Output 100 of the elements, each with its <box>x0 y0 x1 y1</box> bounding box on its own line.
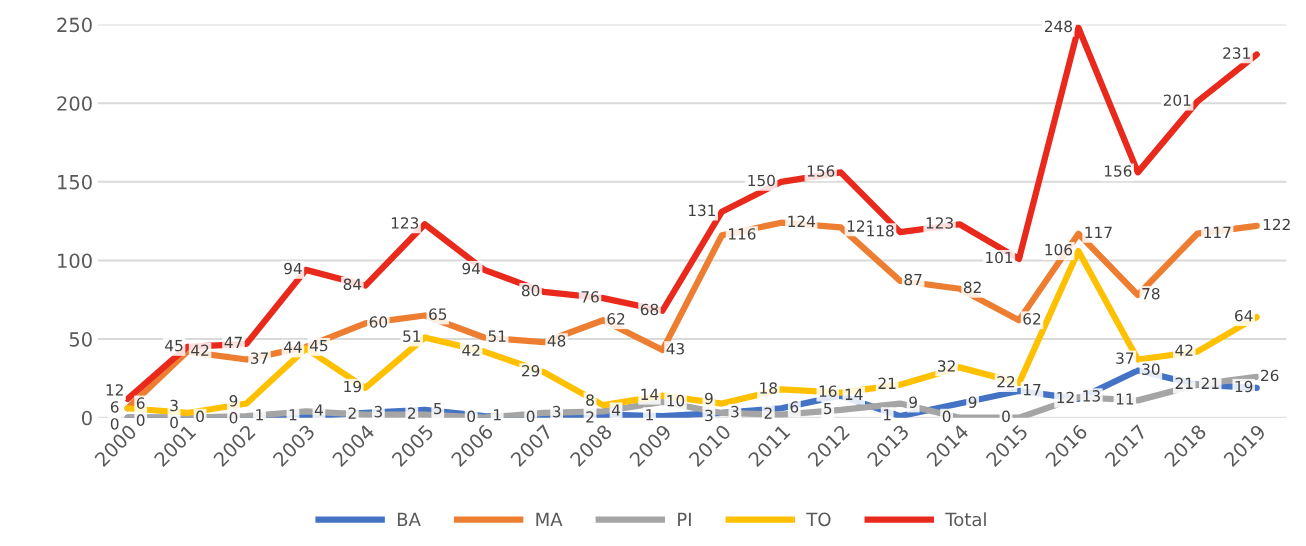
data-label: 9 <box>704 392 713 405</box>
data-label: 13 <box>1083 390 1100 402</box>
data-label: 14 <box>641 388 659 400</box>
data-label: 42 <box>191 344 209 356</box>
data-label: 10 <box>667 394 685 407</box>
data-label: 87 <box>904 273 922 286</box>
y-tick-label: 0 <box>82 410 92 426</box>
data-label: 2 <box>348 407 356 419</box>
data-label: 19 <box>1235 380 1253 393</box>
data-label: 0 <box>196 410 204 423</box>
data-label: 0 <box>170 416 178 429</box>
data-label: 4 <box>314 404 323 416</box>
data-label: 116 <box>728 228 756 240</box>
data-label: 4 <box>611 404 621 416</box>
data-label: 65 <box>429 308 447 320</box>
data-label: 131 <box>688 204 716 217</box>
data-label: 106 <box>1045 243 1073 256</box>
y-tick-label: 150 <box>58 174 92 190</box>
data-label: 64 <box>1235 309 1253 322</box>
data-label: 6 <box>110 401 119 413</box>
data-label: 19 <box>344 380 361 393</box>
data-label: 150 <box>748 174 775 187</box>
data-label: 17 <box>1023 384 1041 396</box>
data-label: 21 <box>1175 377 1193 389</box>
y-tick-label: 50 <box>69 332 92 347</box>
data-label: 117 <box>1204 226 1231 238</box>
data-label: 18 <box>760 382 777 394</box>
data-label: 82 <box>963 281 981 294</box>
data-label: 29 <box>522 364 540 377</box>
data-label: 80 <box>521 284 540 297</box>
data-label: 44 <box>283 341 302 353</box>
legend-label: Total <box>945 512 986 527</box>
legend-label: TO <box>806 512 831 527</box>
data-label: 1 <box>883 409 891 421</box>
data-label: 124 <box>788 215 816 227</box>
data-label: 51 <box>403 330 421 342</box>
data-label: 156 <box>807 165 835 177</box>
data-label: 2 <box>408 407 416 419</box>
data-label: 16 <box>819 385 837 397</box>
data-label: 123 <box>926 217 953 229</box>
data-label: 6 <box>790 401 799 413</box>
data-label: 1 <box>256 409 263 421</box>
data-label: 0 <box>229 411 238 424</box>
data-label: 42 <box>1175 344 1193 356</box>
data-label: 68 <box>640 303 659 316</box>
data-label: 2 <box>764 407 772 419</box>
data-label: 84 <box>343 278 362 291</box>
data-label: 45 <box>165 340 183 352</box>
legend-label: MA <box>536 512 563 526</box>
data-label: 5 <box>434 402 442 415</box>
data-label: 0 <box>467 410 476 423</box>
data-label: 0 <box>136 414 145 426</box>
data-label: 9 <box>968 396 977 408</box>
data-label: 9 <box>229 394 238 407</box>
data-label: 62 <box>1023 313 1041 325</box>
data-label: 201 <box>1163 94 1191 107</box>
data-label: 1 <box>289 409 297 421</box>
data-label: 12 <box>1057 391 1074 404</box>
data-label: 94 <box>284 262 302 275</box>
data-label: 8 <box>586 394 594 406</box>
data-label: 3 <box>731 405 739 418</box>
data-label: 248 <box>1044 20 1072 33</box>
data-label: 37 <box>250 352 268 364</box>
y-tick-label: 250 <box>57 17 92 33</box>
data-label: 43 <box>666 342 684 355</box>
legend-label: BA <box>397 512 421 526</box>
data-label: 42 <box>462 344 480 356</box>
data-label: 0 <box>526 410 535 423</box>
data-label: 51 <box>488 330 506 342</box>
data-label: 1 <box>646 409 653 421</box>
data-label: 21 <box>878 377 896 389</box>
data-label: 21 <box>1201 377 1219 389</box>
data-label: 48 <box>547 335 566 347</box>
data-label: 30 <box>1142 363 1160 375</box>
data-label: 94 <box>462 262 481 275</box>
data-label: 9 <box>909 396 917 408</box>
data-label: 6 <box>136 397 145 409</box>
y-tick-label: 200 <box>57 96 92 111</box>
data-label: 1 <box>494 409 501 421</box>
data-label: 3 <box>552 405 561 418</box>
legend-label: PI <box>678 512 691 526</box>
data-label: 76 <box>581 291 599 303</box>
data-label: 231 <box>1223 47 1250 59</box>
data-label: 45 <box>309 340 328 352</box>
data-label: 47 <box>224 336 242 348</box>
data-label: 78 <box>1142 287 1160 300</box>
data-label: 14 <box>845 388 863 400</box>
data-label: 22 <box>997 375 1015 388</box>
data-label: 37 <box>1116 352 1134 364</box>
data-label: 122 <box>1263 218 1290 231</box>
data-label: 26 <box>1261 369 1279 382</box>
data-label: 3 <box>374 405 382 418</box>
data-label: 0 <box>942 410 951 423</box>
data-label: 62 <box>607 313 625 325</box>
y-tick-label: 100 <box>58 253 92 269</box>
data-label: 3 <box>170 399 178 412</box>
data-label: 12 <box>106 384 123 396</box>
data-label: 117 <box>1085 226 1112 238</box>
data-label: 3 <box>705 409 713 422</box>
data-label: 156 <box>1104 165 1132 177</box>
